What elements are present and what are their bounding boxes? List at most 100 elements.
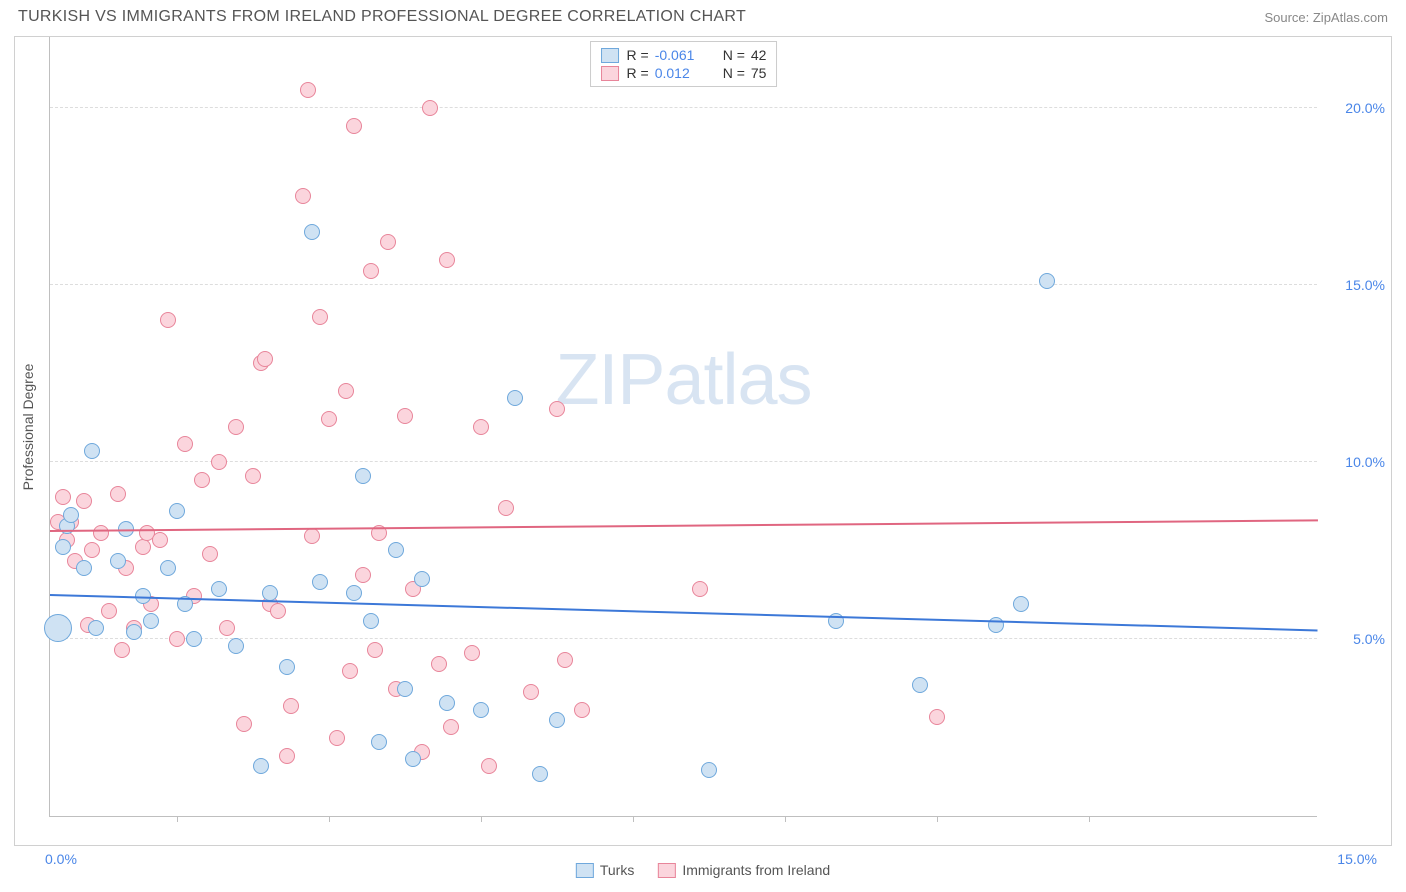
y-tick-label: 10.0% — [1325, 454, 1385, 470]
scatter-point — [439, 695, 455, 711]
legend-n-value-ireland: 75 — [751, 65, 767, 81]
x-axis-min-label: 0.0% — [45, 851, 77, 867]
legend-r-value-ireland: 0.012 — [655, 65, 709, 81]
legend-item-ireland: Immigrants from Ireland — [658, 862, 830, 878]
scatter-point — [211, 581, 227, 597]
x-axis-max-label: 15.0% — [1337, 851, 1377, 867]
scatter-point — [202, 546, 218, 562]
y-tick-label: 15.0% — [1325, 277, 1385, 293]
scatter-point — [84, 443, 100, 459]
scatter-point — [464, 645, 480, 661]
chart-title: TURKISH VS IMMIGRANTS FROM IRELAND PROFE… — [18, 8, 746, 26]
scatter-point — [194, 472, 210, 488]
scatter-point — [532, 766, 548, 782]
scatter-point — [55, 539, 71, 555]
scatter-point — [236, 716, 252, 732]
legend-swatch-turks — [601, 48, 619, 63]
scatter-point — [177, 436, 193, 452]
scatter-point — [549, 401, 565, 417]
scatter-point — [55, 489, 71, 505]
scatter-point — [321, 411, 337, 427]
scatter-point — [329, 730, 345, 746]
scatter-point — [473, 702, 489, 718]
scatter-point — [279, 659, 295, 675]
x-tick — [937, 816, 938, 822]
watermark-thin: atlas — [664, 340, 811, 420]
legend-n-value-turks: 42 — [751, 47, 767, 63]
legend-swatch-turks — [576, 863, 594, 878]
scatter-point — [101, 603, 117, 619]
legend-label-ireland: Immigrants from Ireland — [682, 862, 830, 878]
legend-row: R = 0.012 N = 75 — [601, 64, 767, 82]
scatter-point — [1013, 596, 1029, 612]
scatter-point — [76, 560, 92, 576]
scatter-point — [160, 312, 176, 328]
scatter-point — [557, 652, 573, 668]
scatter-point — [363, 263, 379, 279]
scatter-point — [44, 614, 72, 642]
scatter-point — [228, 419, 244, 435]
scatter-point — [152, 532, 168, 548]
scatter-point — [88, 620, 104, 636]
scatter-point — [126, 624, 142, 640]
y-tick-label: 5.0% — [1325, 631, 1385, 647]
scatter-point — [342, 663, 358, 679]
x-tick — [633, 816, 634, 822]
scatter-point — [498, 500, 514, 516]
watermark-bold: ZIP — [555, 340, 664, 420]
scatter-point — [405, 751, 421, 767]
scatter-point — [473, 419, 489, 435]
legend-n-label: N = — [723, 47, 745, 63]
legend-r-label: R = — [627, 47, 649, 63]
legend-r-label: R = — [627, 65, 649, 81]
scatter-point — [338, 383, 354, 399]
scatter-point — [279, 748, 295, 764]
legend-item-turks: Turks — [576, 862, 634, 878]
scatter-point — [439, 252, 455, 268]
scatter-point — [186, 631, 202, 647]
scatter-point — [431, 656, 447, 672]
scatter-point — [523, 684, 539, 700]
chart-header: TURKISH VS IMMIGRANTS FROM IRELAND PROFE… — [0, 0, 1406, 30]
scatter-point — [312, 309, 328, 325]
scatter-point — [160, 560, 176, 576]
x-tick — [1089, 816, 1090, 822]
y-axis-title: Professional Degree — [20, 363, 36, 490]
scatter-point — [929, 709, 945, 725]
scatter-point — [397, 681, 413, 697]
scatter-point — [367, 642, 383, 658]
scatter-point — [397, 408, 413, 424]
legend-swatch-ireland — [658, 863, 676, 878]
scatter-point — [110, 553, 126, 569]
scatter-point — [443, 719, 459, 735]
scatter-point — [355, 567, 371, 583]
chart-container: Professional Degree ZIPatlas R = -0.061 … — [14, 36, 1392, 846]
scatter-point — [253, 758, 269, 774]
scatter-point — [169, 631, 185, 647]
scatter-point — [414, 571, 430, 587]
scatter-point — [346, 585, 362, 601]
scatter-point — [988, 617, 1004, 633]
scatter-point — [422, 100, 438, 116]
source-attribution: Source: ZipAtlas.com — [1264, 10, 1388, 25]
scatter-point — [143, 613, 159, 629]
scatter-point — [135, 539, 151, 555]
gridline — [50, 284, 1317, 285]
scatter-point — [295, 188, 311, 204]
trendline — [50, 519, 1318, 532]
scatter-point — [114, 642, 130, 658]
plot-area: Professional Degree ZIPatlas R = -0.061 … — [49, 37, 1317, 817]
scatter-point — [380, 234, 396, 250]
legend-label-turks: Turks — [600, 862, 634, 878]
scatter-point — [110, 486, 126, 502]
scatter-point — [912, 677, 928, 693]
legend-row: R = -0.061 N = 42 — [601, 46, 767, 64]
scatter-point — [228, 638, 244, 654]
scatter-point — [219, 620, 235, 636]
scatter-point — [701, 762, 717, 778]
scatter-point — [388, 542, 404, 558]
x-tick — [329, 816, 330, 822]
legend-n-label: N = — [723, 65, 745, 81]
legend-r-value-turks: -0.061 — [655, 47, 709, 63]
scatter-point — [283, 698, 299, 714]
